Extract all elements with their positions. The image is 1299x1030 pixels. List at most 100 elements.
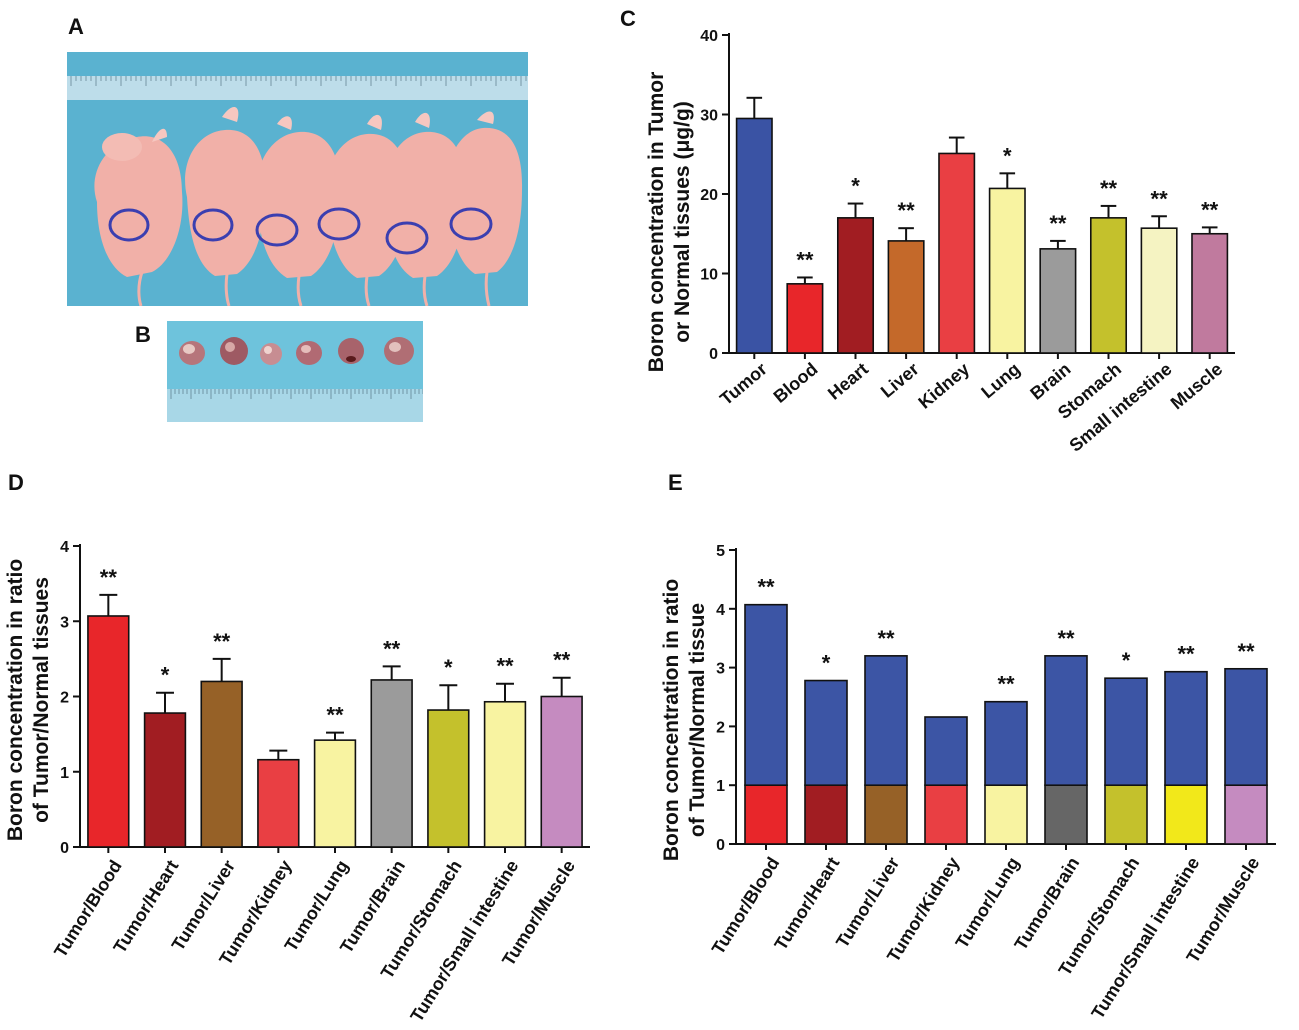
significance-marker: **: [383, 636, 401, 661]
bar: [1140, 227, 1178, 354]
significance-marker: **: [796, 247, 814, 272]
significance-marker: *: [1122, 648, 1131, 673]
mouse-3: [255, 116, 341, 306]
bar-base: [1224, 784, 1268, 845]
category-label: Tumor/Small intestine: [406, 857, 522, 1026]
significance-marker: *: [822, 651, 831, 676]
significance-marker: **: [1237, 639, 1255, 664]
bar: [735, 117, 773, 354]
category-label: Kidney: [914, 359, 973, 413]
y-axis-title-line-1: Boron concentration in Tumor: [645, 72, 668, 373]
bar-top: [864, 655, 908, 786]
tumor-5: [338, 338, 364, 364]
y-axis-title-e: Boron concentration in ratio of Tumor/No…: [660, 579, 709, 861]
mouse-2: [185, 106, 266, 306]
bar-base: [924, 784, 968, 845]
panel-label-d: D: [8, 470, 24, 495]
category-label: Tumor: [716, 359, 771, 409]
bar-top: [744, 603, 788, 787]
y-tick-label: 4: [716, 602, 725, 619]
bar: [1039, 248, 1077, 354]
bar-top: [1224, 667, 1268, 787]
bar-base: [1164, 784, 1208, 845]
bar: [143, 712, 187, 848]
bar-base: [864, 784, 908, 845]
significance-marker: **: [1177, 642, 1195, 667]
significance-marker: *: [161, 663, 170, 688]
category-label: Blood: [770, 359, 822, 407]
significance-marker: **: [997, 672, 1015, 697]
category-label: Tumor/Lung: [952, 854, 1024, 952]
panel-label-b: B: [135, 322, 151, 347]
y-tick-label: 4: [60, 539, 69, 556]
significance-marker: **: [213, 629, 231, 654]
bar: [786, 283, 824, 354]
significance-marker: *: [1003, 143, 1012, 168]
tumors-photo: [167, 321, 423, 422]
significance-marker: **: [757, 575, 775, 600]
bar-top: [804, 679, 848, 786]
y-tick-label: 20: [700, 187, 718, 204]
bar: [257, 758, 300, 848]
bar: [988, 187, 1026, 354]
chart-e: Boron concentration in ratio of Tumor/No…: [660, 543, 1276, 1023]
bar: [938, 152, 976, 354]
y-tick-label: 3: [716, 661, 725, 678]
y-axis-title-line-2: of Tumor/Normal tissue: [686, 603, 709, 837]
bar: [887, 240, 925, 354]
bar-base: [744, 784, 788, 845]
tumor-1: [179, 341, 205, 365]
bar-top: [1044, 655, 1088, 786]
tumor-4: [296, 341, 322, 365]
significance-marker: **: [1100, 176, 1118, 201]
significance-marker: **: [877, 626, 895, 651]
bar-top: [1104, 677, 1148, 787]
significance-marker: **: [326, 703, 344, 728]
bar: [87, 615, 130, 848]
category-label: Muscle: [1167, 359, 1227, 414]
significance-marker: **: [1151, 186, 1169, 211]
y-tick-label: 3: [60, 614, 69, 631]
category-label: Tumor/Small intestine: [1087, 854, 1203, 1023]
y-axis-title-line-1: Boron concentration in ratio: [660, 579, 683, 861]
bar: [200, 680, 243, 848]
panel-label-c: C: [620, 6, 636, 31]
significance-marker: **: [1049, 211, 1067, 236]
y-tick-label: 2: [716, 719, 725, 736]
bar: [483, 700, 527, 848]
y-axis-title-line-2: of Tumor/Normal tissues: [30, 577, 53, 823]
y-tick-label: 5: [716, 543, 725, 560]
bar-top: [924, 716, 968, 787]
panel-label-a: A: [68, 14, 84, 39]
bar: [427, 709, 470, 848]
bar: [1089, 217, 1128, 354]
bar-base: [1044, 784, 1088, 845]
y-tick-label: 10: [700, 267, 718, 284]
bar: [370, 679, 413, 848]
significance-marker: *: [851, 174, 860, 199]
category-label: Tumor/Liver: [832, 854, 903, 952]
bar: [836, 217, 875, 354]
chart-d: Boron concentration in ratio of Tumor/No…: [4, 539, 590, 1026]
chart-c: Boron concentration in Tumor or Normal t…: [645, 28, 1235, 456]
y-axis-title-line-2: or Normal tissues (μg/g): [671, 101, 694, 343]
significance-marker: **: [1057, 626, 1075, 651]
bar-base: [1104, 784, 1148, 845]
tumor-2: [220, 337, 248, 365]
category-label: Lung: [977, 359, 1024, 403]
y-axis-title-d: Boron concentration in ratio of Tumor/No…: [4, 559, 53, 841]
y-tick-label: 0: [60, 840, 69, 857]
significance-marker: **: [1201, 197, 1219, 222]
y-tick-label: 1: [716, 778, 725, 795]
category-label: Heart: [824, 359, 872, 404]
y-tick-label: 0: [709, 346, 718, 363]
ruler: [67, 76, 528, 100]
mouse-1: [94, 128, 183, 306]
y-tick-label: 0: [716, 837, 725, 854]
y-tick-label: 1: [60, 765, 69, 782]
bar: [540, 695, 583, 848]
y-tick-label: 30: [700, 108, 718, 125]
significance-marker: *: [444, 655, 453, 680]
significance-marker: **: [553, 648, 571, 673]
y-tick-label: 2: [60, 690, 69, 707]
